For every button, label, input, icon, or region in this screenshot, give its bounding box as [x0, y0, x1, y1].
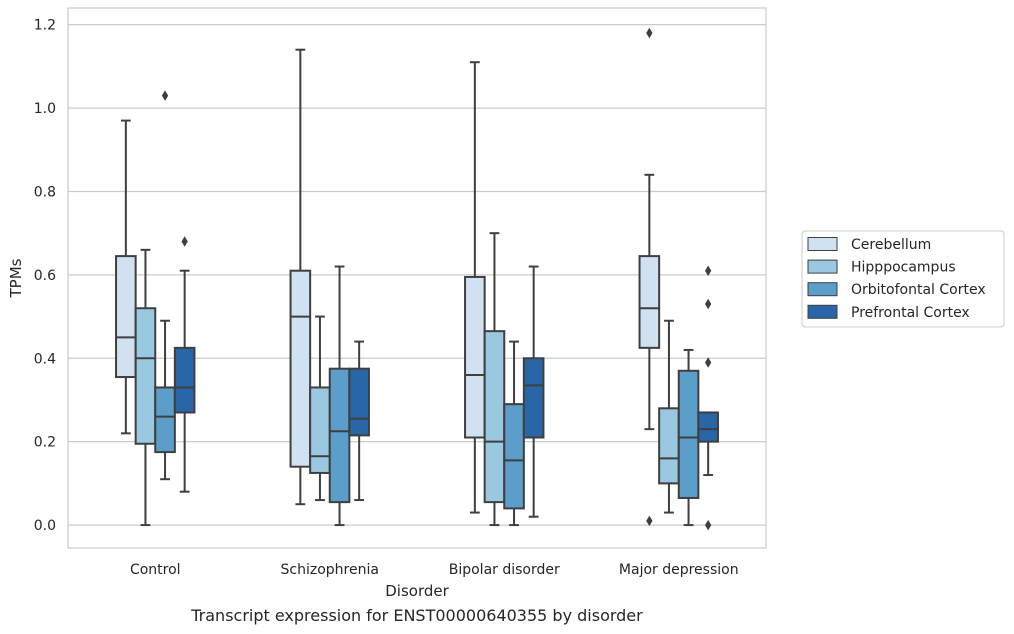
outlier-point — [705, 265, 712, 276]
legend-swatch — [807, 259, 838, 274]
box-orbitofontal-cortex-2 — [503, 340, 525, 527]
box-plot-area — [115, 27, 719, 531]
y-tick-label: 0.0 — [34, 518, 56, 534]
box-prefrontal-cortex-0 — [173, 236, 196, 493]
box-prefrontal-cortex-1 — [348, 340, 370, 502]
outlier-point — [161, 90, 169, 101]
box-cerebellum-2 — [464, 61, 486, 514]
box-iqr — [115, 255, 137, 379]
plot-frame — [67, 7, 767, 549]
box-hipppocampus-0 — [134, 248, 157, 527]
y-axis-label: TPMs — [7, 258, 25, 298]
x-tick-label: Control — [130, 562, 181, 578]
x-tick-label: Bipolar disorder — [449, 562, 560, 578]
y-tick-label: 1.0 — [34, 101, 56, 117]
legend-label: Orbitofontal Cortex — [851, 282, 986, 298]
box-cerebellum-3 — [638, 27, 661, 527]
box-iqr — [289, 269, 312, 468]
y-tick-label: 0.2 — [34, 435, 56, 451]
box-cerebellum-1 — [289, 48, 312, 506]
box-iqr — [154, 386, 176, 454]
box-hipppocampus-2 — [483, 232, 506, 527]
legend-swatch — [807, 282, 838, 297]
legend-swatch — [807, 304, 838, 319]
box-prefrontal-cortex-3 — [697, 265, 719, 531]
box-hipppocampus-3 — [658, 319, 680, 514]
y-tick-label: 0.6 — [34, 268, 56, 284]
box-prefrontal-cortex-2 — [522, 265, 545, 518]
box-iqr — [697, 411, 719, 443]
outlier-point — [646, 27, 653, 39]
x-axis-label: Disorder — [385, 582, 449, 600]
box-iqr — [309, 386, 331, 474]
box-iqr — [173, 346, 196, 414]
box-iqr — [464, 275, 486, 439]
x-axis-ticks: Control Schizophrenia Bipolar disorder Majo… — [130, 562, 739, 578]
outlier-point — [705, 519, 712, 531]
box-iqr — [134, 307, 157, 445]
box-iqr — [348, 367, 370, 437]
legend: Cerebellum Hipppocampus Orbitofontal Corte… — [801, 230, 1005, 328]
legend-label: Cerebellum — [851, 237, 931, 253]
box-orbitofontal-cortex-0 — [154, 90, 176, 481]
box-iqr — [677, 369, 700, 499]
box-iqr — [522, 357, 545, 439]
x-tick-label: Schizophrenia — [281, 562, 379, 578]
x-tick-label: Major depression — [619, 562, 739, 578]
y-tick-label: 1.2 — [34, 18, 56, 34]
outlier-point — [705, 298, 712, 310]
legend-frame — [801, 230, 1005, 328]
box-orbitofontal-cortex-3 — [677, 348, 700, 527]
legend-label: Hipppocampus — [851, 260, 956, 276]
box-cerebellum-0 — [115, 119, 137, 435]
outlier-point — [646, 515, 653, 527]
outlier-point — [181, 236, 188, 247]
figure-caption: Transcript expression for ENST0000064035… — [191, 606, 643, 625]
y-tick-label: 0.8 — [34, 184, 56, 200]
box-orbitofontal-cortex-1 — [328, 265, 351, 527]
box-iqr — [638, 255, 661, 349]
outlier-point — [705, 357, 712, 368]
y-axis-ticks: 0.0 0.2 0.4 0.6 0.8 1.0 1.2 — [34, 18, 56, 534]
legend-label: Prefrontal Cortex — [851, 305, 970, 321]
box-iqr — [328, 367, 351, 504]
box-iqr — [483, 330, 506, 504]
box-iqr — [503, 403, 525, 510]
legend-swatch — [807, 237, 838, 251]
box-hipppocampus-1 — [309, 315, 331, 502]
box-iqr — [658, 407, 680, 485]
y-tick-label: 0.4 — [34, 351, 56, 367]
